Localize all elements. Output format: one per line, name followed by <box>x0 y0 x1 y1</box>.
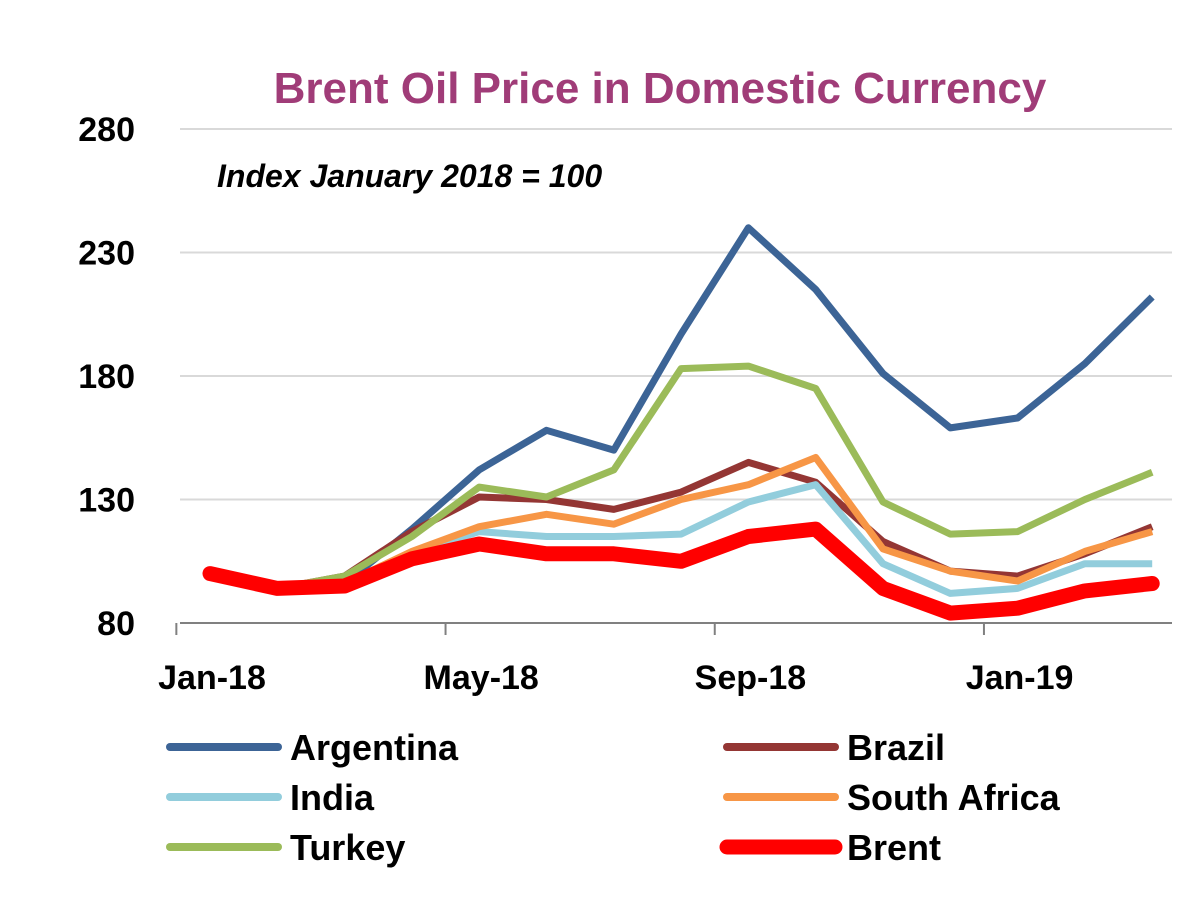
series-line-brent <box>202 521 1160 621</box>
legend-item-india: India <box>166 777 375 818</box>
legend-item-brazil: Brazil <box>723 727 945 768</box>
y-tick-label: 280 <box>78 111 135 149</box>
x-tick-label: Jan-19 <box>966 659 1074 697</box>
legend-item-south-africa: South Africa <box>723 777 1061 818</box>
legend-label: Brazil <box>847 727 945 768</box>
legend-label: Turkey <box>290 827 405 868</box>
legend-label: Brent <box>847 827 941 868</box>
y-tick-label: 230 <box>78 235 135 273</box>
legend: Argentina Brazil India South Africa Turkey Br… <box>166 727 1061 868</box>
x-tick-label: Jan-18 <box>158 659 266 697</box>
axes: 80 130 180 230 280 Jan-18 May-18 Sep-18 Jan-19 <box>78 111 1172 697</box>
series-lines <box>202 224 1160 621</box>
chart-subtitle: Index January 2018 = 100 <box>217 158 602 194</box>
x-tick-label: Sep-18 <box>695 659 807 697</box>
legend-label: India <box>290 777 375 818</box>
legend-item-turkey: Turkey <box>166 827 405 868</box>
y-tick-label: 130 <box>78 482 135 520</box>
series-line-turkey <box>209 362 1154 592</box>
x-tick-label: May-18 <box>424 659 539 697</box>
legend-item-argentina: Argentina <box>166 727 459 768</box>
y-tick-label: 80 <box>97 605 135 643</box>
chart-title: Brent Oil Price in Domestic Currency <box>274 64 1047 113</box>
y-tick-label: 180 <box>78 358 135 396</box>
legend-label: South Africa <box>847 777 1061 818</box>
legend-label: Argentina <box>290 727 459 768</box>
legend-item-brent: Brent <box>719 827 941 868</box>
